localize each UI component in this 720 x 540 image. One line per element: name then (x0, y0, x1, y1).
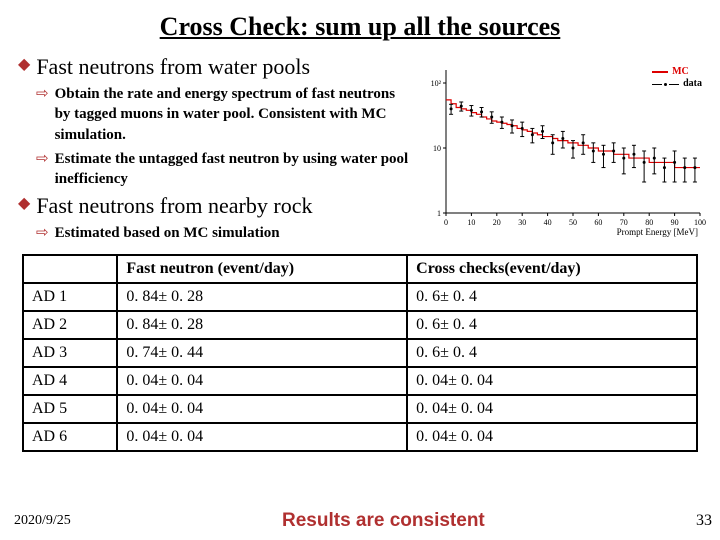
sub-text-1: Obtain the rate and energy spectrum of f… (55, 84, 415, 145)
table-cell: AD 2 (23, 311, 117, 339)
table-cell: AD 3 (23, 339, 117, 367)
footer-result: Results are consistent (71, 510, 696, 532)
table-row: AD 60. 04± 0. 040. 04± 0. 04 (23, 423, 697, 451)
svg-text:60: 60 (594, 218, 602, 227)
svg-text:10: 10 (433, 144, 441, 153)
table-wrap: Fast neutron (event/day) Cross checks(ev… (0, 254, 720, 452)
table-header-row: Fast neutron (event/day) Cross checks(ev… (23, 255, 697, 283)
svg-text:50: 50 (569, 218, 577, 227)
table-cell: AD 4 (23, 367, 117, 395)
table-cell: 0. 04± 0. 04 (117, 367, 407, 395)
chart-area: 010203040506070809010011010²Prompt Energ… (416, 62, 706, 237)
heading-1: Fast neutrons from water pools (36, 54, 310, 80)
diamond-icon: ◆ (18, 193, 30, 215)
th-crosscheck: Cross checks(event/day) (407, 255, 697, 283)
table-cell: AD 1 (23, 283, 117, 311)
th-fastneutron: Fast neutron (event/day) (117, 255, 407, 283)
legend-mc: MC (652, 66, 702, 78)
svg-text:10: 10 (467, 218, 475, 227)
table-cell: 0. 04± 0. 04 (407, 395, 697, 423)
table-cell: 0. 6± 0. 4 (407, 339, 697, 367)
table-cell: AD 5 (23, 395, 117, 423)
svg-text:80: 80 (645, 218, 653, 227)
table-cell: 0. 04± 0. 04 (117, 395, 407, 423)
heading-2: Fast neutrons from nearby rock (36, 193, 312, 219)
footer-date: 2020/9/25 (0, 513, 71, 529)
page-number: 33 (696, 512, 720, 530)
footer: 2020/9/25 Results are consistent 33 (0, 510, 720, 532)
svg-text:20: 20 (493, 218, 501, 227)
svg-text:0: 0 (444, 218, 448, 227)
svg-text:70: 70 (620, 218, 628, 227)
diamond-icon: ◆ (18, 54, 30, 76)
slide-title: Cross Check: sum up all the sources (0, 0, 720, 50)
table-cell: 0. 6± 0. 4 (407, 311, 697, 339)
table-cell: 0. 74± 0. 44 (117, 339, 407, 367)
arrow-icon: ⇨ (36, 84, 49, 104)
arrow-icon: ⇨ (36, 149, 49, 169)
table-cell: 0. 04± 0. 04 (407, 423, 697, 451)
results-table: Fast neutron (event/day) Cross checks(ev… (22, 254, 698, 452)
table-row: AD 50. 04± 0. 040. 04± 0. 04 (23, 395, 697, 423)
table-row: AD 10. 84± 0. 280. 6± 0. 4 (23, 283, 697, 311)
sub-text-2: Estimate the untagged fast neutron by us… (55, 149, 415, 190)
legend-data: data (652, 78, 702, 90)
th-blank (23, 255, 117, 283)
table-body: AD 10. 84± 0. 280. 6± 0. 4AD 20. 84± 0. … (23, 283, 697, 451)
table-cell: 0. 84± 0. 28 (117, 311, 407, 339)
table-cell: 0. 6± 0. 4 (407, 283, 697, 311)
svg-text:30: 30 (518, 218, 526, 227)
arrow-icon: ⇨ (36, 223, 49, 243)
table-cell: 0. 04± 0. 04 (117, 423, 407, 451)
table-cell: AD 6 (23, 423, 117, 451)
svg-text:Prompt Energy [MeV]: Prompt Energy [MeV] (617, 227, 698, 237)
svg-text:40: 40 (544, 218, 552, 227)
svg-text:1: 1 (437, 209, 441, 218)
svg-text:10²: 10² (431, 79, 442, 88)
svg-text:100: 100 (694, 218, 706, 227)
table-cell: 0. 84± 0. 28 (117, 283, 407, 311)
table-row: AD 30. 74± 0. 440. 6± 0. 4 (23, 339, 697, 367)
table-row: AD 20. 84± 0. 280. 6± 0. 4 (23, 311, 697, 339)
svg-text:90: 90 (671, 218, 679, 227)
sub-text-3: Estimated based on MC simulation (55, 223, 280, 243)
table-row: AD 40. 04± 0. 040. 04± 0. 04 (23, 367, 697, 395)
table-cell: 0. 04± 0. 04 (407, 367, 697, 395)
chart-legend: MC data (652, 66, 702, 90)
